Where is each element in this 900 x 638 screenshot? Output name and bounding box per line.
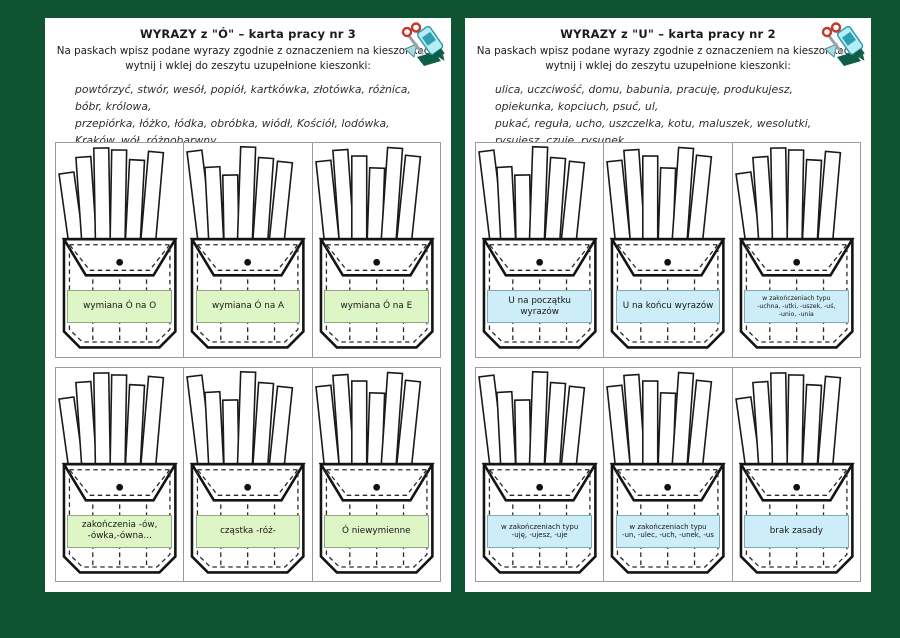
pocket-card: wymiana Ó na O (55, 142, 185, 358)
pocket-card: w zakończeniach typu -uchna, -utki, -usz… (732, 142, 861, 358)
pocket-graphic (58, 371, 178, 574)
pocket-card: U na początku wyrazów (475, 142, 605, 358)
worksheet-page-u: WYRAZY z "U" – karta pracy nr 2 Na paska… (465, 18, 871, 592)
pocket-card: wymiana Ó na A (184, 142, 313, 358)
pocket-label: zakończenia -ów, -ówka,-ówna... (67, 514, 172, 548)
pocket-graphic (734, 147, 855, 349)
pocket-grid: wymiana Ó na O wymiana Ó na A wymiana Ó … (55, 142, 441, 582)
pocket-graphic (186, 370, 307, 574)
pocket-graphic (478, 370, 598, 574)
page-instructions: Na paskach wpisz podane wyrazy zgodnie z… (476, 45, 860, 72)
pocket-graphic (314, 371, 435, 574)
pocket-graphic (606, 371, 727, 574)
scissors-glue-icon (401, 22, 445, 66)
pocket-row: U na początku wyrazów U na końcu wyrazów… (475, 142, 861, 358)
pocket-label: wymiana Ó na O (67, 290, 172, 324)
scissors-glue-icon (821, 22, 865, 66)
pocket-card: zakończenia -ów, -ówka,-ówna... (55, 366, 185, 582)
snap-dot (792, 483, 800, 491)
snap-dot (536, 483, 544, 491)
snap-dot (792, 258, 800, 266)
pocket-card: cząstka -róż- (184, 366, 313, 582)
pocket-label: wymiana Ó na A (195, 290, 301, 324)
page-instructions: Na paskach wpisz podane wyrazy zgodnie z… (56, 45, 440, 72)
snap-dot (244, 483, 252, 491)
pocket-card: Ó niewymienne (312, 366, 441, 582)
snap-dot (244, 258, 252, 266)
pocket-label: brak zasady (744, 514, 849, 548)
pocket-card: U na końcu wyrazów (604, 142, 733, 358)
snap-dot (664, 258, 672, 266)
pocket-label: cząstka -róż- (195, 514, 301, 548)
pocket-label: w zakończeniach typu -uchna, -utki, -usz… (744, 290, 849, 324)
pocket-graphic (478, 145, 598, 349)
pocket-label: w zakończeniach typu -un, -ulec, -uch, -… (615, 514, 721, 548)
snap-dot (116, 483, 124, 491)
pocket-graphic (314, 146, 435, 349)
page-title: WYRAZY z "Ó" – karta pracy nr 3 (139, 27, 357, 41)
worksheet-page-o: WYRAZY z "Ó" – karta pracy nr 3 Na paska… (45, 18, 451, 592)
pocket-graphic (606, 146, 727, 349)
snap-dot (372, 483, 380, 491)
snap-dot (536, 258, 544, 266)
pocket-label: wymiana Ó na E (324, 290, 429, 324)
snap-dot (116, 258, 124, 266)
pocket-grid: U na początku wyrazów U na końcu wyrazów… (475, 142, 861, 582)
pocket-row: zakończenia -ów, -ówka,-ówna... cząstka … (55, 366, 441, 582)
pocket-graphic (186, 145, 307, 349)
pocket-label: U na początku wyrazów (487, 290, 592, 324)
pocket-label: w zakończeniach typu -uję, -ujesz, -uje (487, 514, 592, 548)
pocket-card: brak zasady (732, 366, 861, 582)
pocket-row: w zakończeniach typu -uję, -ujesz, -uje … (475, 366, 861, 582)
pocket-card: w zakończeniach typu -un, -ulec, -uch, -… (604, 366, 733, 582)
page-header: WYRAZY z "U" – karta pracy nr 2 Na paska… (465, 18, 871, 74)
pocket-graphic (734, 371, 855, 574)
pocket-card: w zakończeniach typu -uję, -ujesz, -uje (475, 366, 605, 582)
snap-dot (372, 258, 380, 266)
pocket-row: wymiana Ó na O wymiana Ó na A wymiana Ó … (55, 142, 441, 358)
page-title: WYRAZY z "U" – karta pracy nr 2 (560, 27, 776, 41)
pocket-card: wymiana Ó na E (312, 142, 441, 358)
page-header: WYRAZY z "Ó" – karta pracy nr 3 Na paska… (45, 18, 451, 74)
pocket-label: Ó niewymienne (324, 514, 429, 548)
pocket-label: U na końcu wyrazów (615, 290, 721, 324)
snap-dot (664, 483, 672, 491)
pocket-graphic (58, 147, 178, 349)
